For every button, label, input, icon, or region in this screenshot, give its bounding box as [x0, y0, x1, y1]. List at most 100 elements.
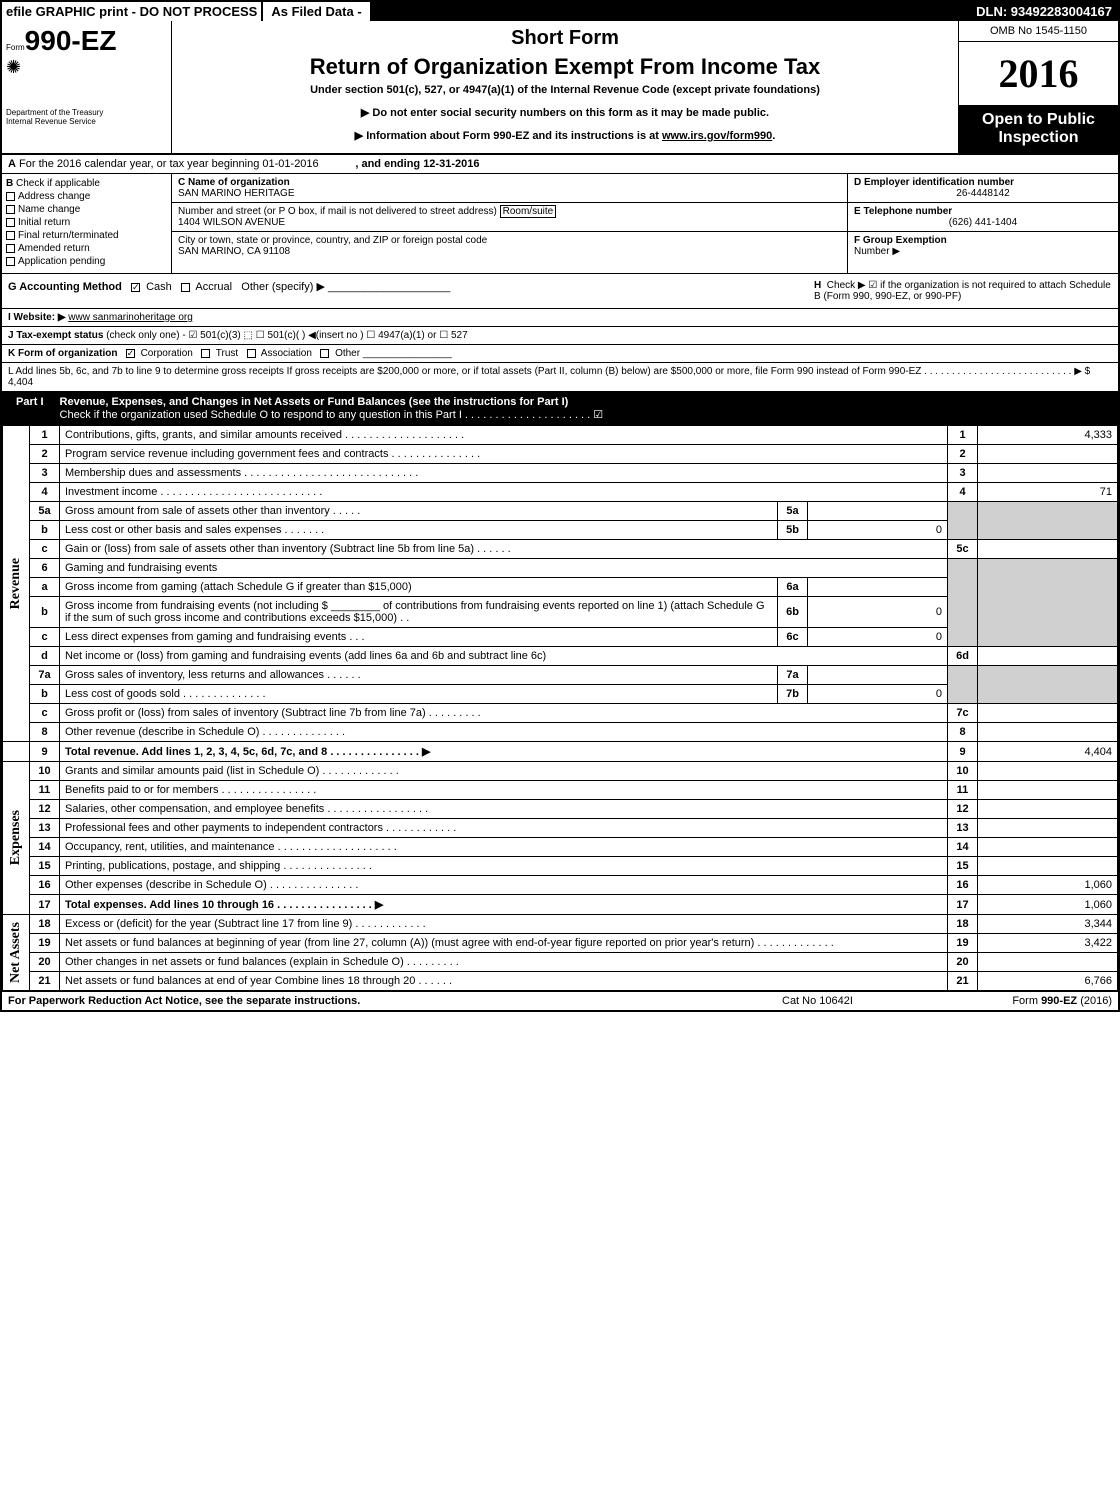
line-20-num: 20 — [30, 953, 60, 972]
cb-corporation[interactable] — [126, 349, 135, 358]
org-name-row: C Name of organization SAN MARINO HERITA… — [172, 174, 847, 203]
line-8-desc: Other revenue (describe in Schedule O) .… — [60, 723, 948, 742]
cb-association[interactable] — [247, 349, 256, 358]
line-19-desc: Net assets or fund balances at beginning… — [60, 934, 948, 953]
line-5c-num: c — [30, 540, 60, 559]
irs-label: Internal Revenue Service — [6, 117, 167, 126]
line-17-desc: Total expenses. Add lines 10 through 16 … — [60, 895, 948, 915]
part-i-header: Part I Revenue, Expenses, and Changes in… — [2, 392, 1118, 425]
cb-accrual[interactable] — [181, 283, 190, 292]
cb-cash[interactable] — [131, 283, 140, 292]
line-6a-desc: Gross income from gaming (attach Schedul… — [60, 578, 778, 597]
line-13-desc: Professional fees and other payments to … — [60, 819, 948, 838]
line-12-num: 12 — [30, 800, 60, 819]
treasury-seal-icon: ✺ — [6, 57, 167, 78]
line-6c-num: c — [30, 628, 60, 647]
part-i-label: Part I — [8, 396, 52, 421]
line-2-ref: 2 — [948, 445, 978, 464]
row-i-website: I Website: ▶ www sanmarinoheritage org — [2, 309, 1118, 327]
line-8-num: 8 — [30, 723, 60, 742]
f-label: F Group Exemption — [854, 235, 947, 246]
h-label: H — [814, 280, 821, 291]
line-18-val: 3,344 — [978, 915, 1118, 934]
subtitle: Under section 501(c), 527, or 4947(a)(1)… — [178, 84, 952, 96]
line-20-desc: Other changes in net assets or fund bala… — [60, 953, 948, 972]
cb-initial-return[interactable]: Initial return — [6, 217, 167, 228]
efile-notice: efile GRAPHIC print - DO NOT PROCESS — [2, 2, 263, 21]
line-7b-subval: 0 — [808, 685, 948, 704]
line-4-desc: Investment income . . . . . . . . . . . … — [60, 483, 948, 502]
section-b-through-f: B Check if applicable Address change Nam… — [2, 174, 1118, 274]
footer-paperwork: For Paperwork Reduction Act Notice, see … — [8, 995, 782, 1007]
line-3-num: 3 — [30, 464, 60, 483]
cb-application-pending[interactable]: Application pending — [6, 256, 167, 267]
line-21-num: 21 — [30, 972, 60, 991]
top-bar-spacer — [372, 2, 970, 21]
room-suite-label: Room/suite — [500, 205, 557, 218]
phone-row: E Telephone number (626) 441-1404 — [848, 203, 1118, 232]
line-12-desc: Salaries, other compensation, and employ… — [60, 800, 948, 819]
line-10-ref: 10 — [948, 762, 978, 781]
part-i-check: Check if the organization used Schedule … — [60, 408, 1112, 421]
j-label: J Tax-exempt status — [8, 330, 103, 341]
part-i-table: Revenue 1 Contributions, gifts, grants, … — [2, 425, 1118, 991]
k-label: K Form of organization — [8, 348, 117, 359]
line-10-val — [978, 762, 1118, 781]
e-label: E Telephone number — [854, 206, 952, 217]
row-l-gross-receipts: L Add lines 5b, 6c, and 7b to line 9 to … — [2, 363, 1118, 392]
city-label: City or town, state or province, country… — [178, 235, 841, 246]
line-4-num: 4 — [30, 483, 60, 502]
cb-address-change[interactable]: Address change — [6, 191, 167, 202]
line-19-num: 19 — [30, 934, 60, 953]
tax-year: 2016 — [959, 42, 1118, 105]
line-5b-subval: 0 — [808, 521, 948, 540]
cb-trust[interactable] — [201, 349, 210, 358]
line-20-val — [978, 953, 1118, 972]
footer-form: Form 990-EZ (2016) — [932, 995, 1112, 1007]
line-10-desc: Grants and similar amounts paid (list in… — [60, 762, 948, 781]
line-21-desc: Net assets or fund balances at end of ye… — [60, 972, 948, 991]
g-other: Other (specify) ▶ — [241, 281, 325, 293]
line-8-val — [978, 723, 1118, 742]
line-1-num: 1 — [30, 426, 60, 445]
line-15-desc: Printing, publications, postage, and shi… — [60, 857, 948, 876]
accounting-method: G Accounting Method Cash Accrual Other (… — [2, 274, 808, 308]
netassets-side-label: Net Assets — [3, 915, 30, 991]
line-16-ref: 16 — [948, 876, 978, 895]
line-11-ref: 11 — [948, 781, 978, 800]
instruction-2: ▶ Information about Form 990-EZ and its … — [178, 129, 952, 142]
line-6b-subval: 0 — [808, 597, 948, 628]
line-6c-subval: 0 — [808, 628, 948, 647]
line-20-ref: 20 — [948, 953, 978, 972]
line-17-val: 1,060 — [978, 895, 1118, 915]
line-21-val: 6,766 — [978, 972, 1118, 991]
cb-final-return[interactable]: Final return/terminated — [6, 230, 167, 241]
rev-side-bottom — [3, 742, 30, 762]
line-5c-ref: 5c — [948, 540, 978, 559]
expenses-side-label: Expenses — [3, 762, 30, 915]
line-7a-sub: 7a — [778, 666, 808, 685]
line-14-desc: Occupancy, rent, utilities, and maintena… — [60, 838, 948, 857]
cb-name-change[interactable]: Name change — [6, 204, 167, 215]
phone-value: (626) 441-1404 — [854, 217, 1112, 228]
d-label: D Employer identification number — [854, 177, 1014, 188]
line-5a-desc: Gross amount from sale of assets other t… — [60, 502, 778, 521]
line-15-ref: 15 — [948, 857, 978, 876]
line-4-ref: 4 — [948, 483, 978, 502]
line-7c-desc: Gross profit or (loss) from sales of inv… — [60, 704, 948, 723]
website-link[interactable]: www sanmarinoheritage org — [68, 312, 193, 323]
cb-other[interactable] — [320, 349, 329, 358]
irs-link[interactable]: www.irs.gov/form990 — [662, 130, 772, 142]
line-14-num: 14 — [30, 838, 60, 857]
line-7c-num: c — [30, 704, 60, 723]
street-label: Number and street (or P O box, if mail i… — [178, 206, 497, 217]
street-value: 1404 WILSON AVENUE — [178, 217, 841, 228]
instruction-1: ▶ Do not enter social security numbers o… — [178, 106, 952, 119]
cb-amended-return[interactable]: Amended return — [6, 243, 167, 254]
line-7c-val — [978, 704, 1118, 723]
city-row: City or town, state or province, country… — [172, 232, 847, 260]
street-row: Number and street (or P O box, if mail i… — [172, 203, 847, 232]
line-10-num: 10 — [30, 762, 60, 781]
dept-treasury: Department of the Treasury — [6, 108, 167, 117]
revenue-side-label: Revenue — [3, 426, 30, 742]
